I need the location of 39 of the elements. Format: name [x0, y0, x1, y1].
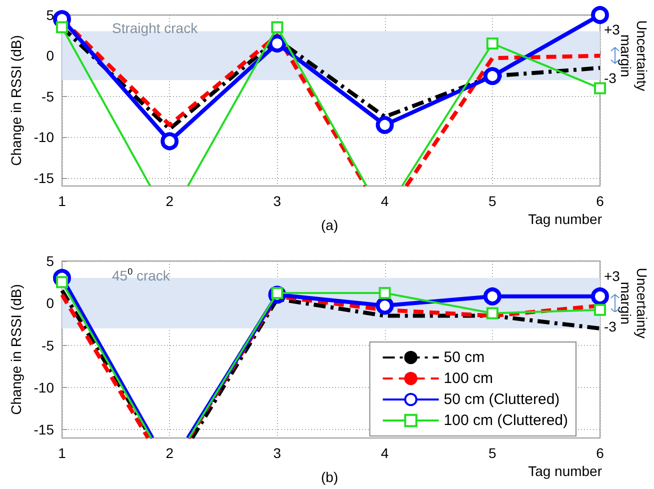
x-tick-label: 6: [596, 193, 604, 209]
y-tick-label: 5: [46, 7, 54, 23]
y-tick-label: 0: [46, 48, 54, 64]
text: +3: [604, 268, 620, 284]
y-axis-title: Change in RSSI (dB): [8, 35, 24, 166]
x-tick-label: 2: [166, 193, 174, 209]
legend-label: 50 cm (Cluttered): [444, 391, 560, 408]
y-tick-label: -5: [42, 337, 54, 354]
y-tick-label: 5: [46, 253, 54, 269]
text: -3: [604, 318, 617, 334]
legend-label: 50 cm: [444, 349, 485, 366]
y-tick-label: -15: [34, 170, 54, 186]
y-tick-label: -10: [34, 379, 54, 396]
x-tick-label: 3: [273, 193, 282, 209]
x-tick-label: 5: [488, 445, 496, 461]
text: -3: [604, 70, 617, 86]
x-tick-label: 4: [380, 445, 389, 461]
text: +3: [604, 21, 620, 38]
x-tick-label: 1: [58, 445, 66, 461]
y-axis-title: Change in RSSI (dB): [8, 284, 24, 415]
x-tick-label: 6: [596, 445, 604, 461]
y-tick-label: -5: [42, 88, 54, 104]
x-tick-label: 4: [380, 193, 389, 209]
legend-label: 100 cm (Cluttered): [444, 412, 568, 429]
legend-label: 100 cm: [444, 370, 493, 387]
x-tick-label: 1: [58, 193, 66, 209]
y-tick-label: -15: [34, 422, 54, 438]
band-label: Uncertainty margin: [618, 268, 650, 339]
band-label: Uncertainty margin: [618, 20, 650, 92]
x-axis-title: Tag number: [528, 463, 602, 479]
y-tick-label: 0: [46, 295, 54, 312]
text: (b): [321, 469, 338, 485]
annotation: Straight crack: [112, 20, 199, 36]
x-tick-label: 3: [273, 445, 282, 461]
x-tick-label: 5: [488, 193, 496, 209]
text: (a): [321, 217, 338, 233]
y-tick-label: -10: [34, 129, 54, 146]
x-tick-label: 2: [166, 445, 174, 461]
x-axis-title: Tag number: [528, 211, 602, 227]
